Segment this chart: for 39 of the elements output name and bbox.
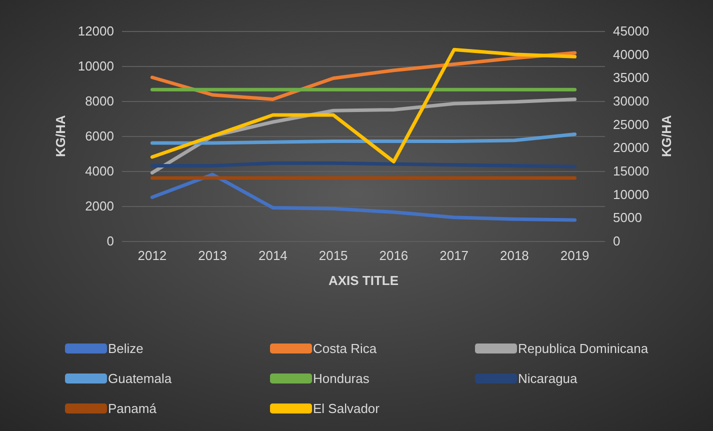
x-tick-label: 2019	[560, 248, 590, 263]
line-series	[150, 132, 577, 145]
y-tick-label: 6000	[85, 128, 114, 144]
y-tick-label: 10000	[78, 58, 114, 74]
legend-label: Honduras	[313, 371, 370, 386]
line-series	[150, 48, 577, 164]
legend-label: Costa Rica	[313, 341, 378, 356]
legend-label: Nicaragua	[518, 371, 578, 386]
y2-tick-label: 20000	[613, 140, 650, 156]
y2-tick-label: 25000	[613, 116, 650, 132]
y2-tick-label: 0	[613, 234, 620, 248]
x-tick-label: 2016	[379, 248, 408, 263]
x-tick-label: 2018	[500, 248, 529, 263]
x-axis-title: AXIS TITLE	[328, 273, 399, 288]
x-tick-label: 2015	[318, 248, 348, 263]
y2-tick-label: 30000	[613, 94, 650, 108]
y-axis-title: KG/HA	[52, 114, 68, 157]
y2-tick-label: 35000	[613, 70, 650, 86]
legend-label: Republica Dominicana	[518, 341, 649, 356]
x-tick-label: 2014	[258, 248, 288, 263]
y-tick-label: 0	[106, 234, 114, 248]
y-tick-label: 12000	[78, 24, 114, 38]
y2-tick-label: 15000	[613, 164, 650, 178]
y2-axis-title: KG/HA	[659, 114, 674, 157]
y-tick-label: 8000	[85, 94, 114, 108]
x-tick-label: 2013	[198, 248, 228, 263]
y-tick-label: 2000	[85, 198, 114, 214]
x-tick-label: 2017	[440, 248, 469, 263]
y2-tick-label: 5000	[613, 210, 642, 226]
legend-label: El Salvador	[313, 401, 380, 416]
y2-tick-label: 45000	[613, 24, 650, 38]
legend-label: Guatemala	[108, 371, 172, 386]
y-tick-label: 4000	[85, 164, 114, 178]
x-tick-label: 2012	[138, 248, 167, 263]
y2-tick-label: 40000	[613, 46, 650, 62]
y2-tick-label: 10000	[613, 186, 650, 202]
line-series	[150, 172, 577, 222]
legend-label: Belize	[108, 341, 144, 356]
legend-label: Panamá	[108, 401, 158, 416]
